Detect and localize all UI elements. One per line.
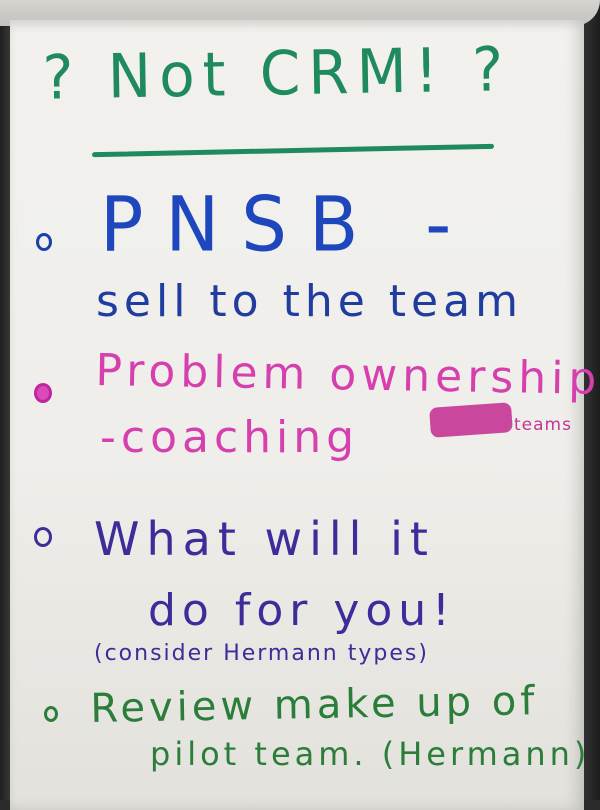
bullet-3 xyxy=(34,527,52,547)
item-3-note: (consider Hermann types) xyxy=(94,641,429,666)
item-3-heading: What will it xyxy=(94,512,435,566)
bullet-1 xyxy=(36,233,52,251)
bullet-4 xyxy=(44,706,58,722)
item-4-heading: Review make up of xyxy=(90,678,539,732)
item-2-heading: Problem ownership xyxy=(95,345,600,405)
item-4-detail: pilot team. (Hermann) xyxy=(150,735,591,773)
bullet-2 xyxy=(34,383,52,403)
item-1-heading: PNSB - xyxy=(100,180,474,269)
crossed-out-scribble xyxy=(429,402,513,438)
item-2-aside: teams xyxy=(514,415,572,435)
item-1-detail: sell to the team xyxy=(96,276,523,327)
item-3-detail: do for you! xyxy=(148,585,456,636)
item-2-detail: -coaching xyxy=(100,412,360,463)
flipchart-title: ? Not CRM! ? xyxy=(42,33,512,114)
background-wall-left xyxy=(0,0,12,800)
